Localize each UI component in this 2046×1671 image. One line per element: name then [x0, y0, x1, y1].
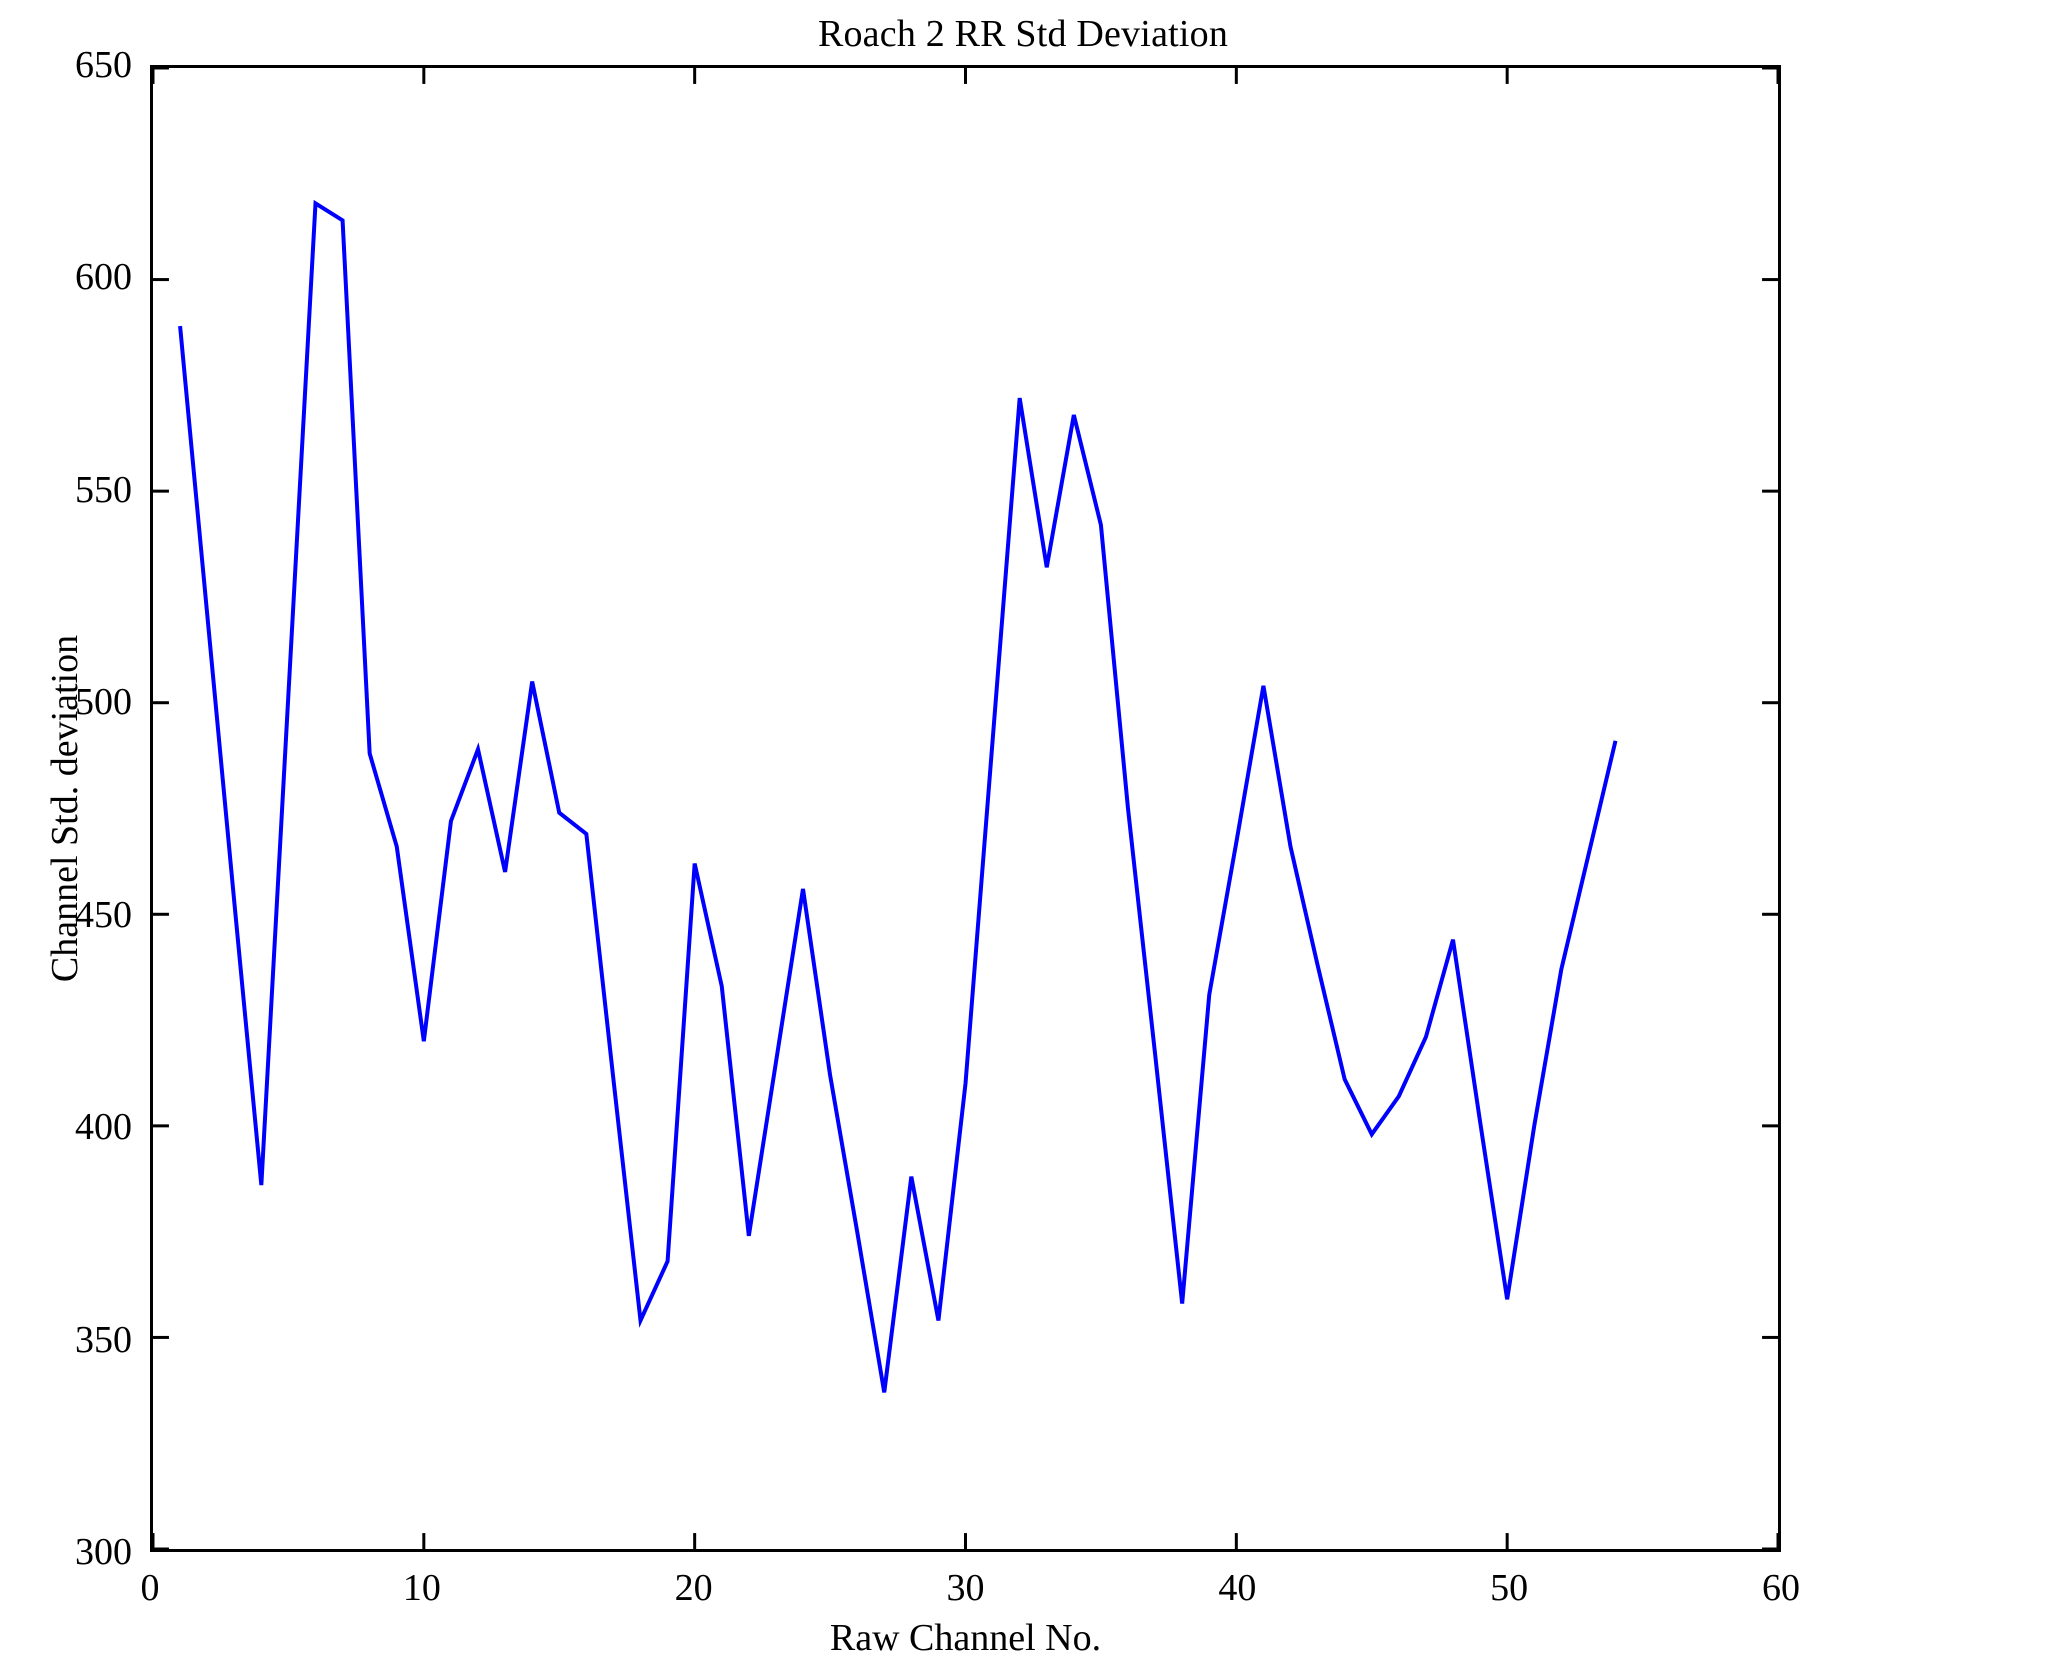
y-tick-label: 550 — [75, 468, 132, 511]
y-tick-label: 500 — [75, 681, 132, 724]
y-axis-tick-labels: 300 350 400 450 500 550 600 650 — [0, 0, 140, 1671]
x-tick-label: 60 — [1762, 1567, 1800, 1609]
data-series-line — [180, 203, 1615, 1392]
chart-title: Roach 2 RR Std Deviation — [817, 13, 1229, 55]
x-tick-label: 20 — [674, 1567, 713, 1609]
x-tick-label: 50 — [1490, 1567, 1529, 1609]
x-tick-label: 30 — [946, 1567, 985, 1609]
y-tick-label: 300 — [75, 1531, 132, 1573]
y-tick-label: 450 — [75, 893, 132, 936]
x-axis-label: Raw Channel No. — [829, 1617, 1102, 1659]
x-tick-label: 10 — [402, 1567, 441, 1609]
x-tick-label: 0 — [140, 1567, 160, 1609]
plot-svg — [153, 68, 1778, 1549]
y-tick-label: 400 — [75, 1106, 132, 1149]
tick-marks-group — [153, 68, 1778, 1549]
y-axis-label: Channel Std. deviation — [44, 634, 86, 983]
y-tick-label: 650 — [75, 44, 132, 86]
x-tick-label: 40 — [1218, 1567, 1257, 1609]
y-tick-label: 600 — [75, 256, 132, 299]
y-tick-label: 350 — [75, 1318, 132, 1361]
plot-area — [150, 65, 1781, 1552]
